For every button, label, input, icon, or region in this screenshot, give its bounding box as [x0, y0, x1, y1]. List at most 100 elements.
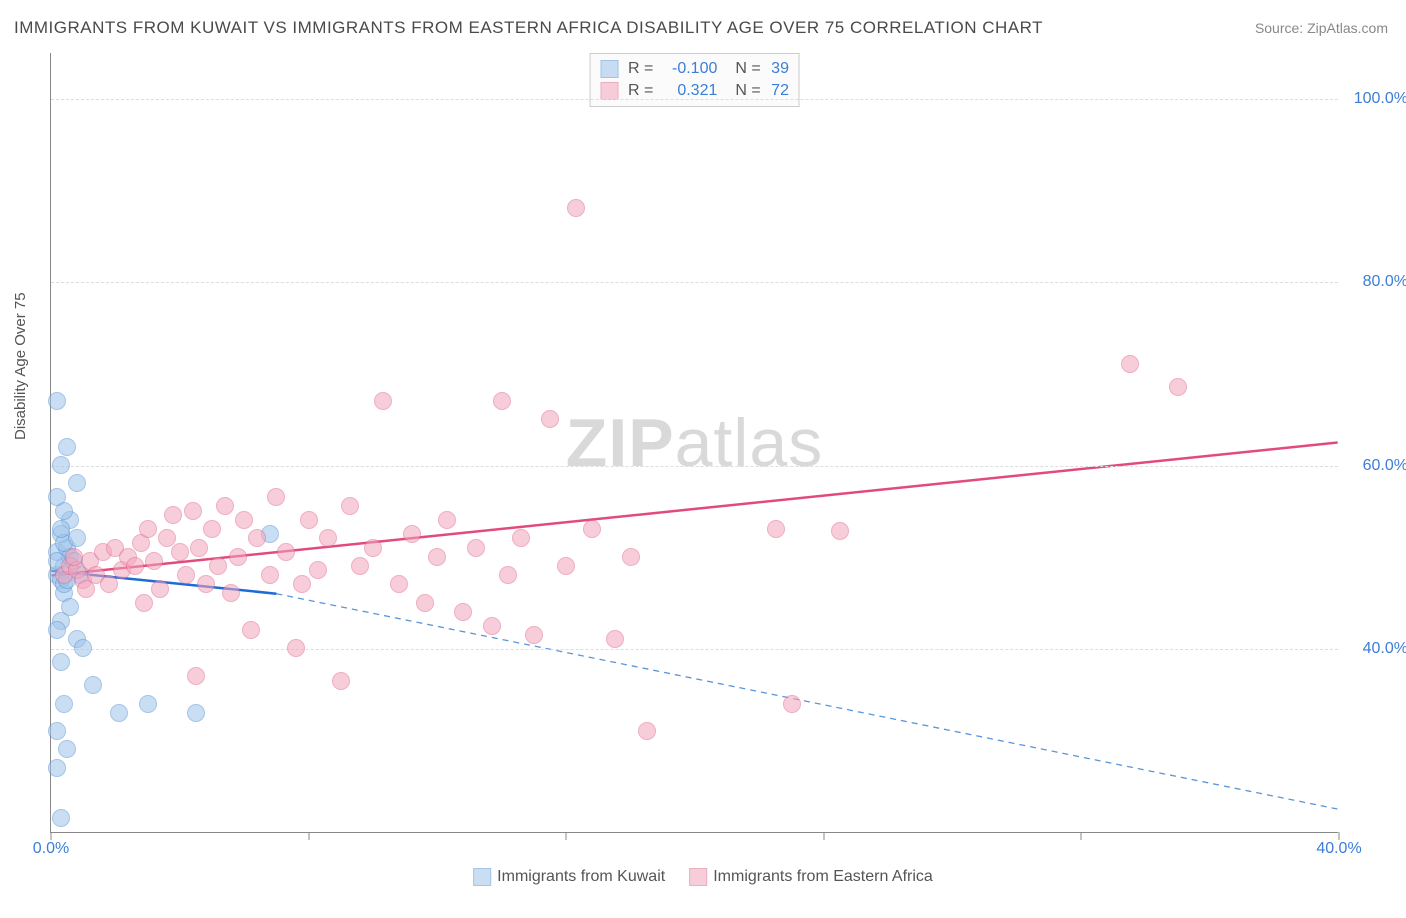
- source-link[interactable]: ZipAtlas.com: [1307, 20, 1388, 36]
- scatter-point: [139, 520, 157, 538]
- scatter-point: [499, 566, 517, 584]
- scatter-point: [184, 502, 202, 520]
- scatter-point: [139, 695, 157, 713]
- legend-n-label: N =: [735, 58, 760, 80]
- scatter-point: [135, 594, 153, 612]
- legend-series-label: Immigrants from Kuwait: [497, 868, 665, 886]
- legend-r-value: -0.100: [659, 58, 717, 80]
- scatter-point: [525, 626, 543, 644]
- scatter-point: [52, 456, 70, 474]
- scatter-point: [187, 704, 205, 722]
- legend-swatch: [600, 60, 618, 78]
- scatter-point: [364, 539, 382, 557]
- scatter-point: [300, 511, 318, 529]
- scatter-point: [58, 438, 76, 456]
- scatter-point: [606, 630, 624, 648]
- scatter-point: [512, 529, 530, 547]
- scatter-point: [638, 722, 656, 740]
- y-tick-label: 100.0%: [1354, 90, 1406, 108]
- chart-svg: [51, 53, 1338, 832]
- scatter-point: [438, 511, 456, 529]
- x-tick-mark: [51, 832, 52, 840]
- x-tick-mark: [1339, 832, 1340, 840]
- legend-series: Immigrants from Kuwait Immigrants from Ea…: [473, 835, 933, 918]
- scatter-point: [58, 740, 76, 758]
- scatter-point: [293, 575, 311, 593]
- y-tick-label: 60.0%: [1363, 457, 1406, 475]
- source-prefix: Source:: [1255, 20, 1307, 36]
- scatter-point: [583, 520, 601, 538]
- gridline: [51, 466, 1338, 467]
- legend-swatch: [600, 82, 618, 100]
- scatter-point: [48, 621, 66, 639]
- scatter-point: [351, 557, 369, 575]
- source-credit: Source: ZipAtlas.com: [1255, 20, 1388, 36]
- scatter-point: [52, 809, 70, 827]
- legend-swatch: [473, 868, 491, 886]
- scatter-point: [467, 539, 485, 557]
- scatter-point: [831, 522, 849, 540]
- x-tick-mark: [1081, 832, 1082, 840]
- scatter-point: [1121, 355, 1139, 373]
- legend-stat-row: R =-0.100N = 39: [600, 58, 789, 80]
- scatter-point: [622, 548, 640, 566]
- scatter-point: [319, 529, 337, 547]
- scatter-point: [222, 584, 240, 602]
- x-tick-mark: [308, 832, 309, 840]
- scatter-point: [171, 543, 189, 561]
- scatter-point: [164, 506, 182, 524]
- trend-line-dashed: [276, 594, 1337, 809]
- scatter-point: [84, 676, 102, 694]
- scatter-point: [55, 695, 73, 713]
- scatter-point: [493, 392, 511, 410]
- legend-swatch: [689, 868, 707, 886]
- scatter-point: [145, 552, 163, 570]
- scatter-point: [74, 639, 92, 657]
- scatter-point: [65, 548, 83, 566]
- scatter-point: [541, 410, 559, 428]
- scatter-point: [52, 653, 70, 671]
- scatter-point: [403, 525, 421, 543]
- scatter-point: [416, 594, 434, 612]
- legend-series-item: Immigrants from Eastern Africa: [689, 868, 933, 886]
- scatter-point: [110, 704, 128, 722]
- legend-series-label: Immigrants from Eastern Africa: [713, 868, 933, 886]
- scatter-point: [242, 621, 260, 639]
- scatter-point: [68, 529, 86, 547]
- scatter-point: [197, 575, 215, 593]
- y-tick-label: 40.0%: [1363, 640, 1406, 658]
- scatter-point: [1169, 378, 1187, 396]
- scatter-point: [277, 543, 295, 561]
- scatter-point: [229, 548, 247, 566]
- gridline: [51, 99, 1338, 100]
- scatter-point: [374, 392, 392, 410]
- scatter-point: [248, 529, 266, 547]
- scatter-point: [177, 566, 195, 584]
- scatter-point: [235, 511, 253, 529]
- scatter-point: [557, 557, 575, 575]
- y-tick-label: 80.0%: [1363, 273, 1406, 291]
- scatter-point: [190, 539, 208, 557]
- y-axis-label: Disability Age Over 75: [12, 292, 29, 440]
- scatter-point: [77, 580, 95, 598]
- scatter-point: [48, 722, 66, 740]
- x-tick-label: 40.0%: [1316, 840, 1361, 858]
- x-tick-label: 0.0%: [33, 840, 69, 858]
- scatter-point: [187, 667, 205, 685]
- scatter-point: [783, 695, 801, 713]
- scatter-point: [203, 520, 221, 538]
- scatter-point: [216, 497, 234, 515]
- legend-n-value: 39: [767, 58, 789, 80]
- chart-plot-area: ZIPatlas R =-0.100N = 39R =0.321N = 72 4…: [50, 53, 1338, 833]
- scatter-point: [332, 672, 350, 690]
- scatter-point: [209, 557, 227, 575]
- chart-title: IMMIGRANTS FROM KUWAIT VS IMMIGRANTS FRO…: [14, 18, 1043, 38]
- scatter-point: [267, 488, 285, 506]
- scatter-point: [151, 580, 169, 598]
- scatter-point: [567, 199, 585, 217]
- gridline: [51, 649, 1338, 650]
- scatter-point: [287, 639, 305, 657]
- scatter-point: [126, 557, 144, 575]
- legend-series-item: Immigrants from Kuwait: [473, 868, 665, 886]
- scatter-point: [309, 561, 327, 579]
